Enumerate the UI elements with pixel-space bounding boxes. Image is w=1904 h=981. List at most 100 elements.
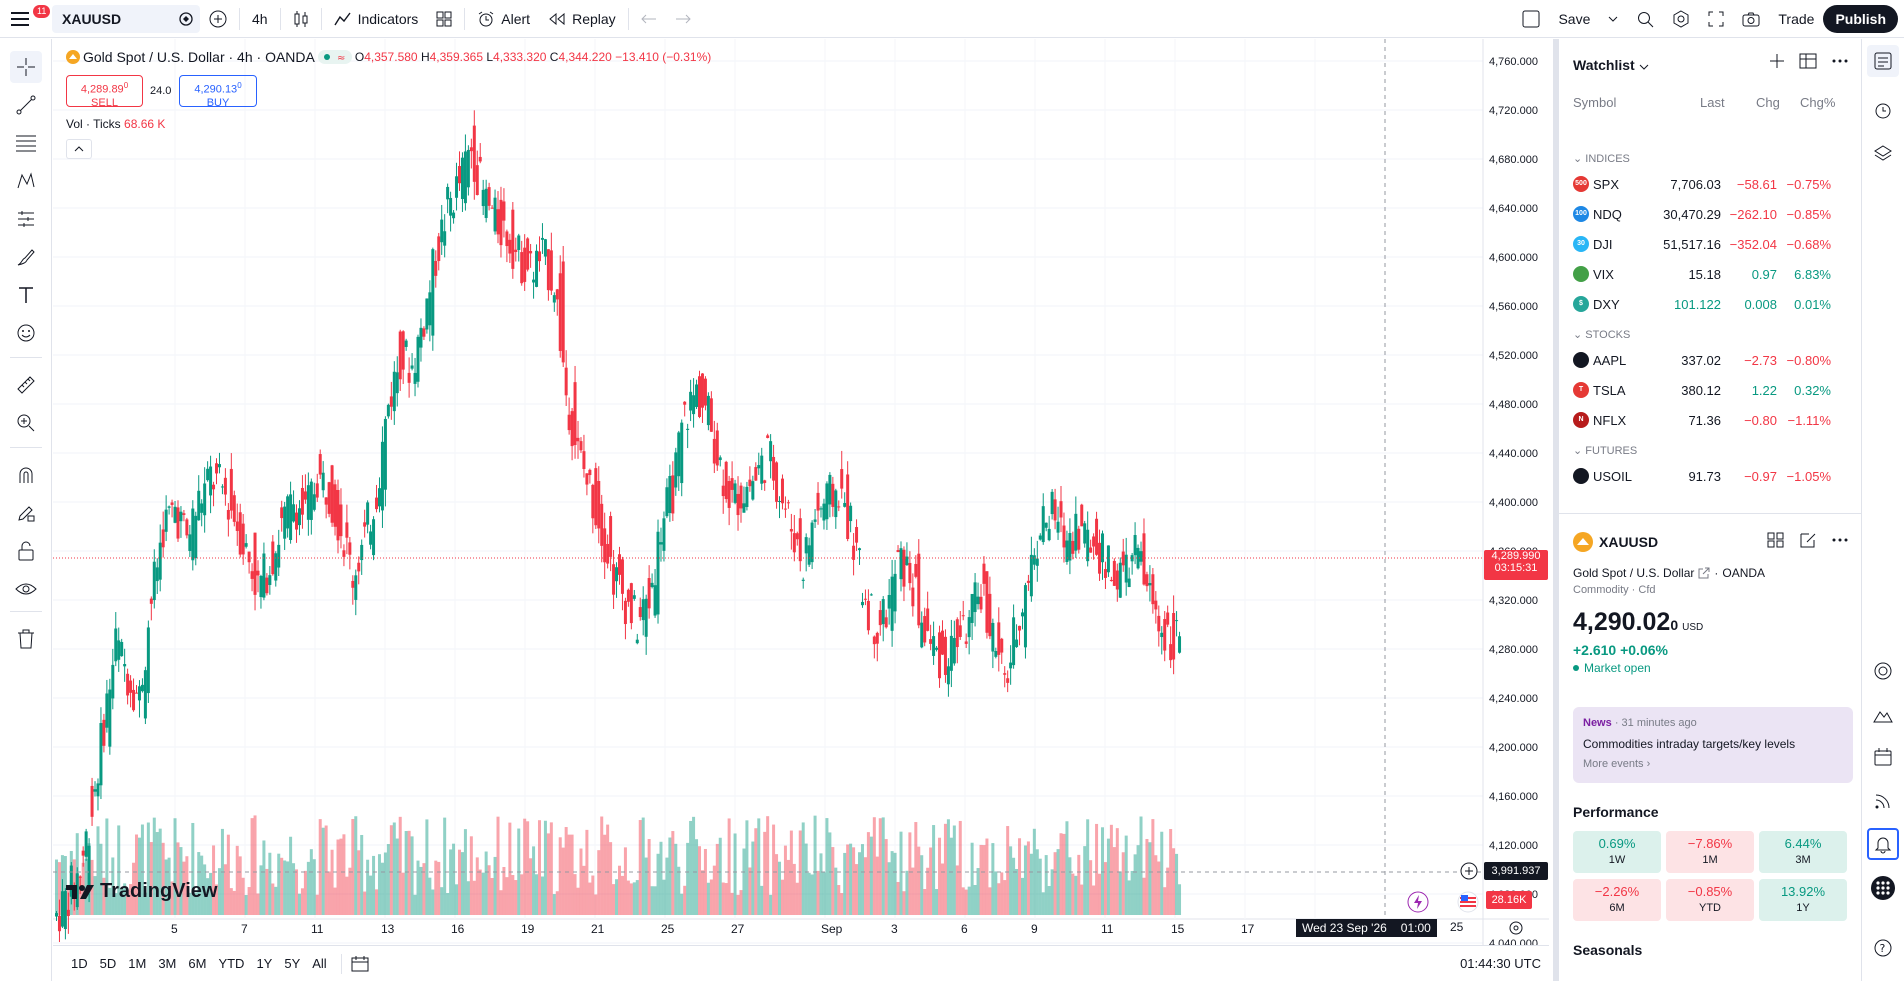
indicators-button[interactable]: Indicators bbox=[325, 4, 428, 34]
market-status-icon[interactable]: ≈ bbox=[317, 49, 352, 65]
news-feed-toggle[interactable] bbox=[1867, 785, 1899, 817]
watchlist-title[interactable]: Watchlist bbox=[1573, 57, 1649, 73]
chart-type-button[interactable] bbox=[284, 4, 318, 34]
watchlist-toggle[interactable] bbox=[1867, 45, 1899, 77]
watchlist-row-ndq[interactable]: 100 NDQ 30,470.29 −262.10 −0.85% bbox=[1559, 199, 1861, 229]
apps-toggle[interactable] bbox=[1867, 872, 1899, 904]
save-menu-button[interactable] bbox=[1599, 4, 1627, 34]
measure-tool[interactable] bbox=[10, 369, 42, 401]
range-1y[interactable]: 1Y bbox=[256, 956, 273, 971]
col-chg[interactable]: Chg bbox=[1756, 95, 1780, 110]
watchlist-row-aapl[interactable]: AAPL 337.02 −2.73 −0.80% bbox=[1559, 345, 1861, 375]
detail-name[interactable]: Gold Spot / U.S. Dollar bbox=[1573, 566, 1695, 580]
notifications-toggle[interactable] bbox=[1867, 828, 1899, 860]
object-tree-toggle[interactable] bbox=[1867, 138, 1899, 170]
lock-drawings-tool[interactable] bbox=[10, 535, 42, 567]
forecast-tool[interactable] bbox=[10, 203, 42, 235]
market-status[interactable]: Market open bbox=[1573, 661, 1651, 675]
collapse-legend-button[interactable] bbox=[66, 139, 92, 159]
panel-separator[interactable] bbox=[1553, 39, 1559, 981]
col-last[interactable]: Last bbox=[1700, 95, 1725, 110]
symbol-search[interactable]: XAUUSD bbox=[52, 4, 200, 33]
brush-tool[interactable] bbox=[10, 241, 42, 273]
remove-drawings-tool[interactable] bbox=[10, 623, 42, 655]
range-1m[interactable]: 1M bbox=[128, 956, 147, 971]
watchlist-row-dji[interactable]: 30 DJI 51,517.16 −352.04 −0.68% bbox=[1559, 229, 1861, 259]
magnet-tool[interactable] bbox=[10, 459, 42, 491]
perf-3m[interactable]: 6.44% 3M bbox=[1759, 831, 1847, 873]
watchlist-row-spx[interactable]: 500 SPX 7,706.03 −58.61 −0.75% bbox=[1559, 169, 1861, 199]
news-card[interactable]: News · 31 minutes ago Commodities intrad… bbox=[1573, 707, 1853, 783]
more-events-link[interactable]: More events › bbox=[1583, 758, 1651, 770]
range-ytd[interactable]: YTD bbox=[218, 956, 245, 971]
add-icon[interactable] bbox=[1769, 53, 1785, 69]
range-3m[interactable]: 3M bbox=[158, 956, 177, 971]
detail-header[interactable]: XAUUSD bbox=[1573, 532, 1658, 552]
us-flag-event-icon[interactable] bbox=[1456, 890, 1480, 914]
calendar-goto-icon[interactable] bbox=[350, 955, 370, 973]
replay-button[interactable]: Replay bbox=[539, 4, 625, 34]
snapshot-button[interactable] bbox=[1733, 4, 1769, 34]
pattern-tool[interactable] bbox=[10, 165, 42, 197]
help-toggle[interactable]: ? bbox=[1867, 932, 1899, 964]
price-chart[interactable]: 4,760.000 4,720.000 4,680.000 4,640.000 4,60… bbox=[53, 39, 1549, 945]
fullscreen-button[interactable] bbox=[1699, 4, 1733, 34]
save-button[interactable]: Save bbox=[1558, 10, 1591, 27]
layout-button[interactable] bbox=[1513, 4, 1549, 34]
utc-clock[interactable]: 01:44:30 UTC bbox=[1460, 956, 1541, 971]
trend-line-tool[interactable] bbox=[10, 89, 42, 121]
compare-icon[interactable] bbox=[178, 11, 194, 27]
interval-button[interactable]: 4h bbox=[252, 10, 268, 27]
col-symbol[interactable]: Symbol bbox=[1573, 95, 1617, 110]
gear-icon[interactable] bbox=[1508, 920, 1524, 936]
section-indices[interactable]: ⌄ INDICES bbox=[1573, 153, 1630, 165]
crosshair-tool[interactable] bbox=[10, 51, 42, 83]
tradingview-watermark[interactable]: TradingView bbox=[66, 880, 217, 903]
sell-button[interactable]: 4,289.890 SELL bbox=[66, 75, 143, 109]
watchlist-row-tsla[interactable]: T TSLA 380.12 1.22 0.32% bbox=[1559, 375, 1861, 405]
external-link-icon[interactable] bbox=[1698, 567, 1710, 579]
more-icon[interactable] bbox=[1831, 532, 1849, 548]
alerts-toggle[interactable] bbox=[1867, 94, 1899, 126]
perf-ytd[interactable]: −0.85% YTD bbox=[1666, 879, 1754, 921]
undo-button[interactable] bbox=[632, 4, 666, 34]
perf-6m[interactable]: −2.26% 6M bbox=[1573, 879, 1661, 921]
edit-note-icon[interactable] bbox=[1799, 532, 1817, 548]
text-tool[interactable] bbox=[10, 279, 42, 311]
range-all[interactable]: All bbox=[312, 956, 327, 971]
range-1d[interactable]: 1D bbox=[71, 956, 88, 971]
section-stocks[interactable]: ⌄ STOCKS bbox=[1573, 329, 1631, 341]
col-chgp[interactable]: Chg% bbox=[1800, 95, 1836, 110]
add-alert-icon[interactable] bbox=[1458, 860, 1480, 882]
fib-tool[interactable] bbox=[10, 127, 42, 159]
calendar-toggle[interactable] bbox=[1867, 741, 1899, 773]
volume-legend[interactable]: Vol · Ticks 68.66 K bbox=[66, 117, 166, 131]
buy-button[interactable]: 4,290.130 BUY bbox=[179, 75, 257, 109]
zoom-tool[interactable] bbox=[10, 407, 42, 439]
range-5y[interactable]: 5Y bbox=[284, 956, 301, 971]
legend-title[interactable]: Gold Spot / U.S. Dollar · 4h · OANDA bbox=[83, 49, 315, 65]
stay-drawing-tool[interactable] bbox=[10, 497, 42, 529]
watchlist-row-usoil[interactable]: USOIL 91.73 −0.97 −1.05% bbox=[1559, 461, 1861, 491]
settings-button[interactable] bbox=[1663, 4, 1699, 34]
ideas-toggle[interactable] bbox=[1867, 699, 1899, 731]
perf-1y[interactable]: 13.92% 1Y bbox=[1759, 879, 1847, 921]
news-title[interactable]: Commodities intraday targets/key levels bbox=[1583, 737, 1796, 751]
range-6m[interactable]: 6M bbox=[188, 956, 207, 971]
perf-1w[interactable]: 0.69% 1W bbox=[1573, 831, 1661, 873]
watchlist-row-dxy[interactable]: $ DXY 101.122 0.008 0.01% bbox=[1559, 289, 1861, 319]
more-icon[interactable] bbox=[1831, 53, 1849, 69]
hide-drawings-tool[interactable] bbox=[10, 573, 42, 605]
screener-toggle[interactable] bbox=[1867, 655, 1899, 687]
section-futures[interactable]: ⌄ FUTURES bbox=[1573, 445, 1638, 457]
main-menu-button[interactable]: 11 bbox=[0, 4, 51, 34]
table-view-icon[interactable] bbox=[1799, 53, 1817, 69]
redo-button[interactable] bbox=[666, 4, 700, 34]
range-5d[interactable]: 5D bbox=[99, 956, 117, 971]
grid-icon[interactable] bbox=[1767, 532, 1785, 548]
publish-button[interactable]: Publish bbox=[1823, 4, 1898, 33]
add-symbol-button[interactable] bbox=[200, 4, 236, 34]
watchlist-row-nflx[interactable]: N NFLX 71.36 −0.80 −1.11% bbox=[1559, 405, 1861, 435]
quick-search-button[interactable] bbox=[1627, 4, 1663, 34]
icon-tool[interactable] bbox=[10, 317, 42, 349]
